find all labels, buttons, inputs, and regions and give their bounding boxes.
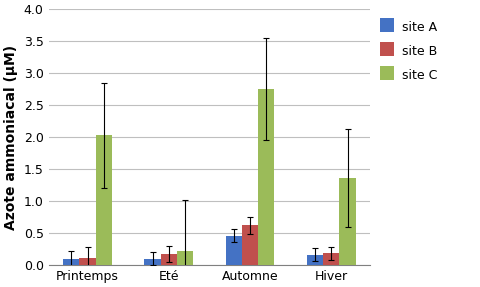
Y-axis label: Azote ammoniacal (µM): Azote ammoniacal (µM)	[4, 44, 18, 230]
Legend: site A, site B, site C: site A, site B, site C	[379, 21, 437, 82]
Bar	[63, 259, 79, 265]
Bar	[177, 251, 193, 265]
Bar	[79, 258, 96, 265]
Bar	[225, 236, 241, 265]
Bar	[323, 253, 339, 265]
Bar	[144, 259, 160, 265]
Bar	[241, 225, 258, 265]
Bar	[160, 254, 177, 265]
Bar	[96, 135, 112, 265]
Bar	[339, 178, 355, 265]
Bar	[258, 89, 274, 265]
Bar	[306, 255, 323, 265]
